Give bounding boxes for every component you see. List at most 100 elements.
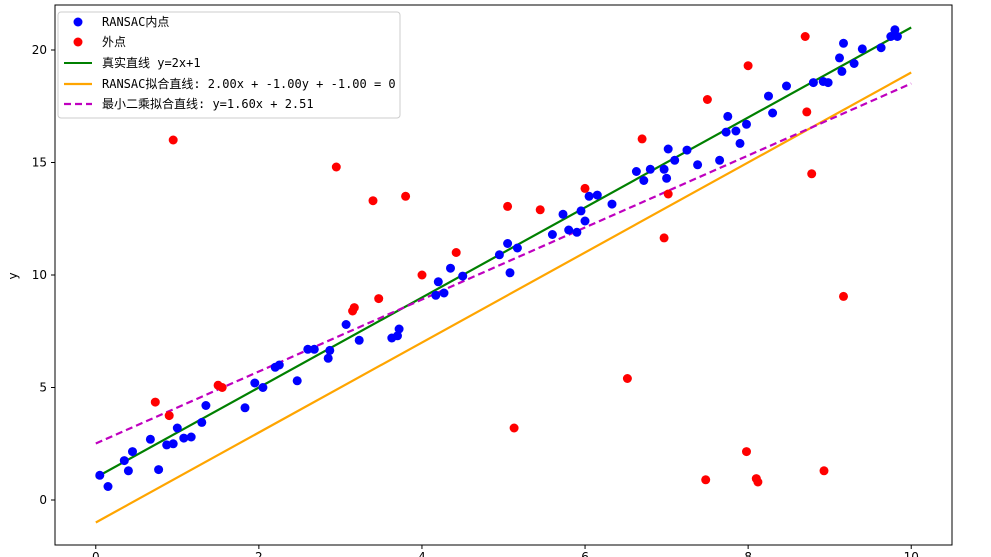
y-tick-label: 15	[32, 156, 47, 170]
inlier-point	[354, 335, 364, 345]
outlier-point	[659, 233, 669, 243]
inlier-point	[892, 32, 902, 41]
x-tick-label: 10	[904, 550, 919, 557]
inlier-point	[325, 345, 335, 355]
inlier-point	[576, 206, 586, 216]
inlier-point	[154, 465, 164, 475]
series-line-2	[95, 26, 912, 479]
inlier-point	[123, 466, 133, 476]
y-tick-label: 0	[39, 493, 47, 507]
outlier-point	[150, 397, 160, 407]
outlier-point	[742, 447, 751, 457]
inlier-point	[197, 417, 207, 427]
inlier-point	[145, 434, 155, 444]
inlier-point	[631, 167, 641, 176]
inlier-point	[639, 176, 649, 185]
outlier-point	[580, 183, 590, 193]
inlier-point	[849, 59, 859, 68]
inlier-point	[580, 216, 590, 226]
inlier-point	[886, 32, 896, 41]
outlier-point	[349, 303, 359, 313]
inlier-point	[835, 53, 844, 63]
inlier-point	[201, 401, 211, 410]
outlier-point	[807, 169, 817, 179]
inlier-point	[837, 66, 847, 76]
inlier-point	[662, 173, 672, 183]
y-tick-label: 5	[39, 381, 47, 395]
inlier-point	[823, 78, 833, 88]
inlier-point	[715, 155, 725, 165]
inlier-point	[693, 160, 703, 170]
inlier-point	[323, 353, 333, 363]
outlier-point	[503, 201, 513, 211]
inlier-point	[564, 225, 574, 235]
series-line-4	[95, 82, 912, 445]
y-tick-label: 20	[32, 43, 47, 57]
inlier-point	[179, 433, 189, 443]
inlier-point	[433, 277, 443, 287]
outlier-point	[622, 374, 632, 383]
inlier-point	[839, 38, 848, 48]
outlier-point	[164, 411, 174, 421]
inlier-point	[494, 250, 504, 260]
inlier-point	[742, 119, 751, 129]
outlier-point	[819, 466, 829, 476]
inlier-point	[735, 138, 745, 148]
outlier-point	[509, 423, 519, 433]
outlier-point	[637, 134, 647, 144]
inlier-point	[431, 290, 441, 300]
inlier-point	[857, 44, 867, 54]
inlier-point	[168, 439, 178, 449]
inlier-point	[128, 447, 137, 457]
outlier-point	[451, 248, 461, 257]
legend-label-true-line: 真实直线 y=2x+1	[102, 55, 201, 70]
inlier-point	[458, 271, 468, 281]
inlier-point	[876, 43, 886, 53]
inlier-point	[172, 423, 182, 433]
inlier-point	[240, 403, 250, 413]
inlier-point	[103, 482, 113, 491]
outlier-point	[417, 270, 427, 280]
axis-ticks: 0 5 10 15 20 0 2 4 6 8 10	[32, 43, 919, 557]
outlier-point	[702, 95, 712, 104]
legend-label-ransac-line: RANSAC拟合直线: 2.00x + -1.00y + -1.00 = 0	[102, 76, 396, 91]
inlier-point	[764, 91, 773, 101]
inlier-point	[274, 360, 284, 370]
y-axis-label: y	[6, 272, 20, 279]
series-line-3	[95, 71, 912, 524]
x-tick-label: 0	[92, 550, 100, 557]
inlier-point	[607, 199, 617, 209]
legend-marker-outliers	[73, 37, 83, 47]
inlier-point	[394, 324, 404, 334]
inlier-point	[439, 288, 449, 298]
inlier-point	[503, 239, 513, 248]
inlier-point	[682, 145, 692, 155]
inlier-point	[309, 344, 319, 354]
x-tick-label: 4	[418, 550, 426, 557]
outlier-point	[535, 205, 545, 215]
inlier-point	[723, 111, 733, 121]
inlier-point	[768, 108, 778, 118]
outlier-point	[839, 291, 848, 301]
inlier-point	[584, 191, 594, 201]
inlier-point	[95, 470, 105, 480]
legend-frame	[57, 11, 401, 119]
inlier-point	[670, 155, 680, 165]
inlier-point	[512, 243, 522, 253]
outlier-point	[331, 162, 341, 172]
inlier-point	[659, 164, 669, 174]
inlier-point	[558, 209, 568, 219]
outlier-point	[401, 191, 411, 201]
inlier-point	[808, 78, 818, 88]
inlier-point	[547, 230, 557, 239]
legend-label-lsq-line: 最小二乘拟合直线: y=1.60x + 2.51	[102, 96, 314, 111]
series-points	[95, 25, 902, 491]
outlier-point	[368, 196, 378, 206]
inlier-point	[731, 126, 741, 136]
legend-marker-inliers	[73, 17, 83, 27]
inlier-point	[572, 227, 582, 237]
inlier-point	[258, 383, 268, 392]
outlier-point	[701, 475, 711, 485]
inlier-point	[303, 344, 313, 354]
